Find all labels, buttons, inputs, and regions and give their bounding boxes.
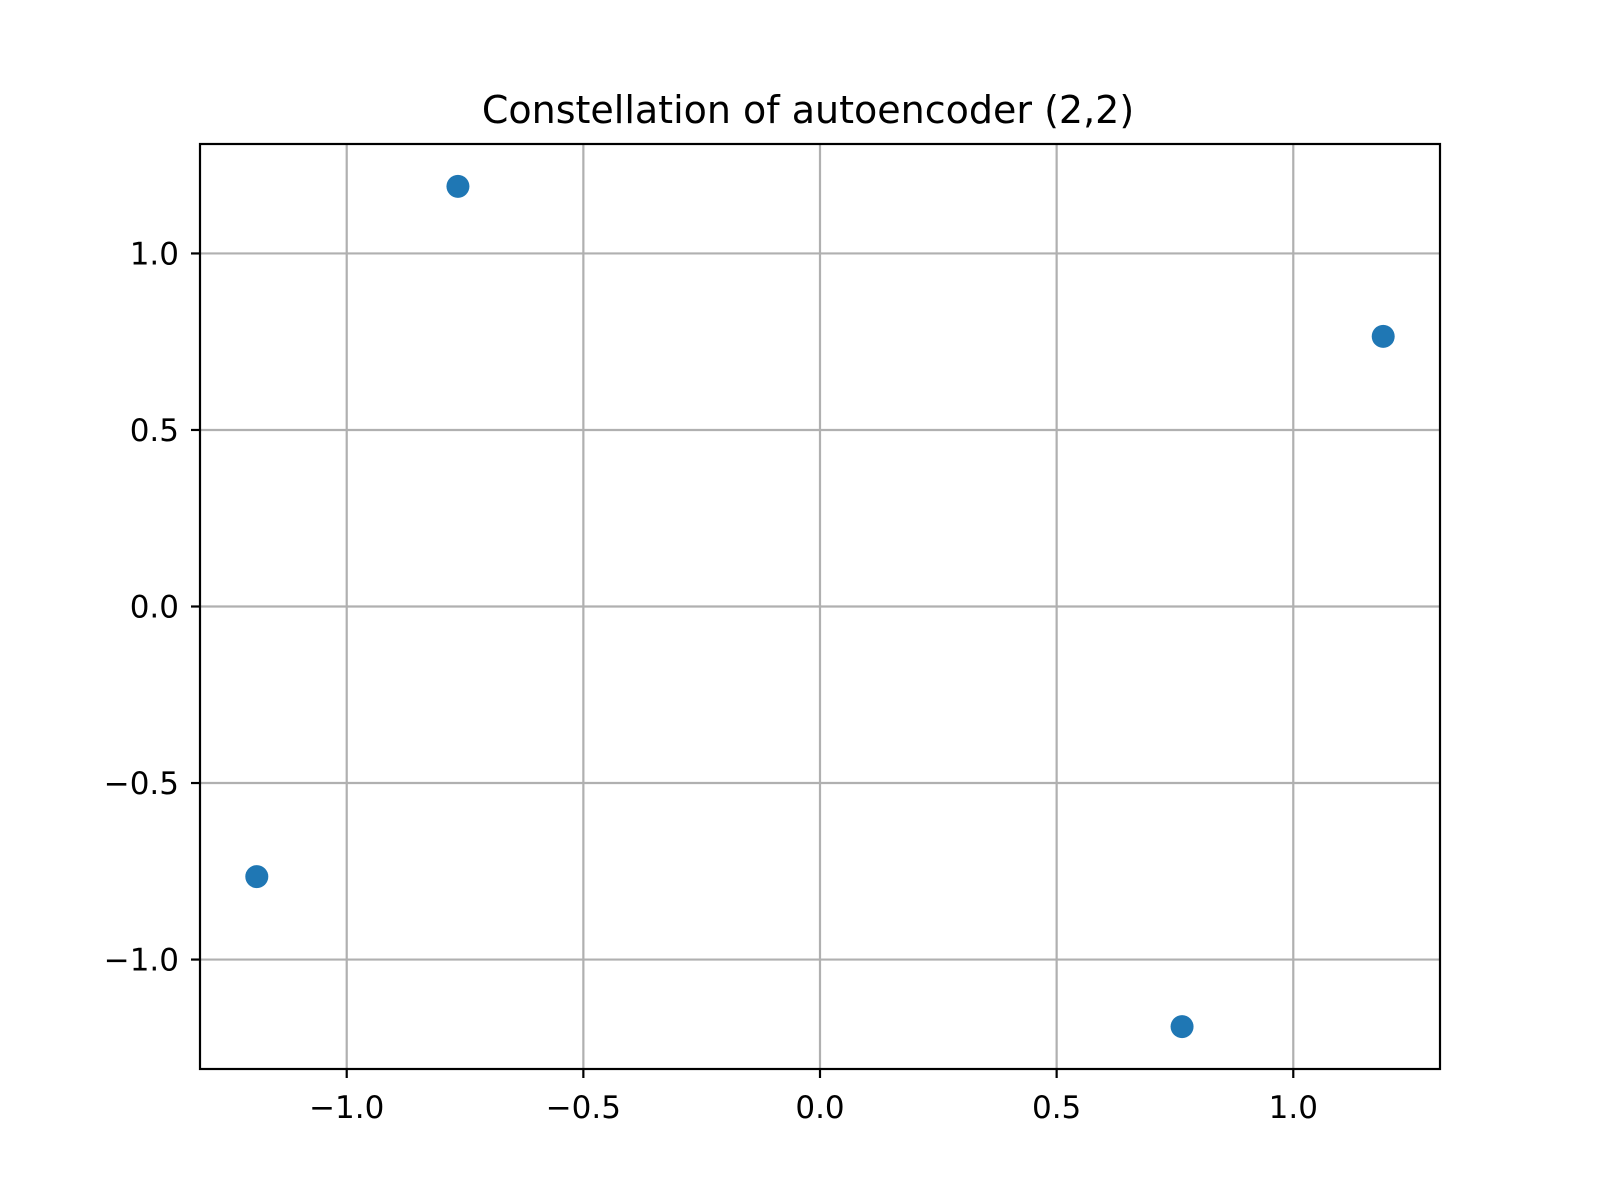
scatter-point (245, 865, 269, 889)
x-tick-label: −1.0 (309, 1090, 384, 1126)
x-tick-label: 0.5 (1032, 1090, 1081, 1126)
data-points (245, 174, 1395, 1039)
grid (200, 144, 1440, 1069)
y-tick-label: 0.5 (130, 413, 179, 449)
scatter-point (446, 174, 470, 198)
chart-title: Constellation of autoencoder (2,2) (482, 88, 1134, 132)
x-axis: −1.0 −0.5 0.0 0.5 1.0 (309, 1069, 1318, 1126)
y-axis: −1.0 −0.5 0.0 0.5 1.0 (104, 236, 200, 979)
x-tick-label: 1.0 (1269, 1090, 1318, 1126)
y-tick-label: 0.0 (130, 590, 179, 626)
y-tick-label: −0.5 (104, 766, 179, 802)
y-tick-label: −1.0 (104, 943, 179, 979)
x-tick-label: 0.0 (795, 1090, 844, 1126)
scatter-point (1170, 1015, 1194, 1039)
y-tick-label: 1.0 (130, 236, 179, 272)
scatter-point (1371, 324, 1395, 348)
x-tick-label: −0.5 (546, 1090, 621, 1126)
